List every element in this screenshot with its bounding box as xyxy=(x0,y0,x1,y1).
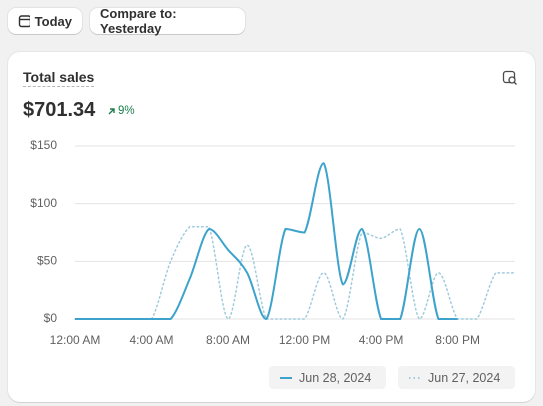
x-tick-label: 12:00 PM xyxy=(279,333,330,347)
y-tick-label: $0 xyxy=(44,311,58,325)
legend-label: Jun 27, 2024 xyxy=(428,370,501,385)
legend-label: Jun 28, 2024 xyxy=(299,370,372,385)
compare-button[interactable]: Compare to: Yesterday xyxy=(90,6,245,36)
date-label: Today xyxy=(34,13,72,29)
date-button[interactable]: Today xyxy=(8,8,82,34)
chart: $0 $50 $100 $150 12:00 AM 4:00 AM 8:00 AM 12:00… xyxy=(30,138,516,347)
series-line xyxy=(74,162,458,321)
x-tick-label: 12:00 AM xyxy=(50,333,101,347)
x-tick-label: 4:00 PM xyxy=(359,333,404,347)
change-badge: 9% xyxy=(107,105,135,117)
legend-item[interactable]: Jun 28, 2024 xyxy=(269,366,386,389)
x-tick-label: 8:00 PM xyxy=(435,333,480,347)
y-tick-label: $50 xyxy=(37,254,57,268)
y-tick-label: $150 xyxy=(30,138,57,152)
change-value: 9% xyxy=(118,105,135,117)
explore-icon[interactable] xyxy=(502,70,518,86)
up-arrow xyxy=(108,107,115,114)
x-tick-label: 8:00 AM xyxy=(206,333,250,347)
compare-label: Compare to: Yesterday xyxy=(100,6,177,36)
y-tick-label: $100 xyxy=(30,196,57,210)
calendar-icon xyxy=(18,15,30,28)
legend-item[interactable]: Jun 27, 2024 xyxy=(398,366,515,389)
card-title[interactable]: Total sales xyxy=(23,69,95,87)
legend-swatch xyxy=(280,376,292,379)
total-value: $701.34 xyxy=(23,99,96,121)
legend-swatch xyxy=(409,376,421,379)
series-line xyxy=(74,225,516,320)
x-tick-label: 4:00 AM xyxy=(130,333,174,347)
sales-card: Total sales $701.34 9% $0 $50 $100 $150 12:0… xyxy=(8,52,535,402)
